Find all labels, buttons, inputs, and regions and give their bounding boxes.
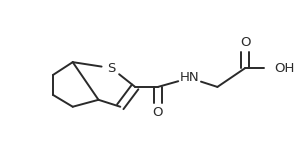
Text: OH: OH bbox=[274, 62, 294, 75]
Text: O: O bbox=[240, 36, 250, 49]
Text: O: O bbox=[153, 106, 163, 119]
Text: HN: HN bbox=[180, 71, 199, 85]
Text: S: S bbox=[107, 62, 116, 75]
